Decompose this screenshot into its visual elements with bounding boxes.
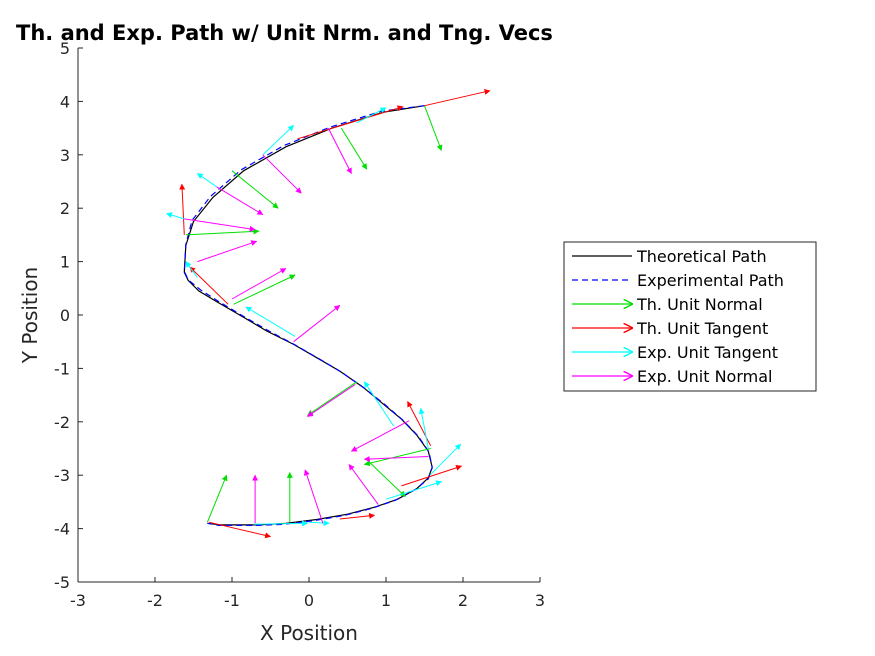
x-tick-label: -1 <box>224 591 240 610</box>
vector-th-unit-tangent <box>189 266 229 305</box>
y-tick-label: -3 <box>54 466 70 485</box>
vector-exp-unit-tangent <box>356 107 387 124</box>
x-axis-label: X Position <box>260 621 358 645</box>
vector-exp-unit-tangent <box>385 480 442 500</box>
y-tick-label: -4 <box>54 520 70 539</box>
vector-exp-unit-tangent <box>262 124 295 156</box>
x-tick-label: 0 <box>304 591 314 610</box>
vector-th-unit-tangent <box>424 88 491 107</box>
vector-exp-unit-normal <box>363 455 429 462</box>
y-tick-label: 2 <box>60 199 70 218</box>
vector-exp-unit-tangent <box>363 381 395 427</box>
vector-exp-unit-tangent <box>418 407 429 449</box>
vector-exp-unit-tangent <box>185 261 198 278</box>
vector-exp-unit-normal <box>303 469 324 524</box>
vector-th-unit-normal <box>233 274 296 305</box>
legend-label-th-unit-tangent: Th. Unit Tangent <box>636 319 768 338</box>
y-tick-label: 4 <box>60 92 70 111</box>
axis-ticks: -3 -2 -1 0 1 2 3 -5 -4 -3 -2 -1 0 1 2 3 4 5 <box>54 39 545 610</box>
x-tick-label: -3 <box>70 591 86 610</box>
vector-exp-unit-normal <box>262 154 302 194</box>
plot-area <box>166 88 491 539</box>
vector-exp-unit-tangent <box>308 520 330 526</box>
series-line-experimental-path <box>183 105 433 527</box>
legend: Theoretical Path Experimental Path Th. U… <box>563 241 817 392</box>
vector-exp-unit-tangent <box>196 173 217 188</box>
vector-th-unit-tangent <box>401 464 463 487</box>
y-tick-label: -1 <box>54 359 70 378</box>
legend-label-experimental-path: Experimental Path <box>637 271 784 290</box>
vector-exp-unit-tangent <box>245 306 296 337</box>
legend-label-theoretical-path: Theoretical Path <box>636 247 767 266</box>
series-line-theoretical-path <box>183 105 433 526</box>
vector-exp-unit-normal <box>307 383 356 417</box>
legend-label-exp-unit-tangent: Exp. Unit Tangent <box>637 343 778 362</box>
y-tick-label: 5 <box>60 39 70 58</box>
vector-th-unit-normal <box>307 381 357 416</box>
vector-th-unit-tangent <box>179 183 186 235</box>
legend-box <box>563 241 817 392</box>
vector-th-unit-normal <box>185 228 260 236</box>
y-tick-label: 0 <box>60 306 70 325</box>
vector-exp-unit-tangent <box>166 212 185 220</box>
x-tick-label: 1 <box>381 591 391 610</box>
x-tick-label: 3 <box>535 591 545 610</box>
vector-exp-unit-normal <box>184 218 256 232</box>
vector-exp-unit-normal <box>216 186 264 216</box>
x-tick-label: -2 <box>147 591 163 610</box>
vector-exp-unit-normal <box>350 420 410 452</box>
vector-exp-unit-normal <box>327 127 352 175</box>
vector-th-unit-normal <box>206 474 228 523</box>
y-tick-label: 3 <box>60 146 70 165</box>
vector-th-unit-normal <box>363 448 431 467</box>
chart-title: Th. and Exp. Path w/ Unit Nrm. and Tng. … <box>16 21 553 45</box>
vector-th-unit-normal <box>340 127 368 170</box>
y-tick-label: -2 <box>54 413 70 432</box>
y-axis-label: Y Position <box>18 267 42 364</box>
vector-th-unit-tangent <box>339 512 376 520</box>
vector-th-unit-normal <box>368 461 406 498</box>
vector-th-unit-tangent <box>297 105 404 140</box>
vector-exp-unit-normal <box>348 464 379 505</box>
vector-th-unit-normal <box>231 170 279 209</box>
legend-label-th-unit-normal: Th. Unit Normal <box>636 295 763 314</box>
vector-exp-unit-normal <box>197 240 258 263</box>
vector-th-unit-normal <box>424 105 443 152</box>
vector-exp-unit-normal <box>293 305 341 343</box>
legend-label-exp-unit-normal: Exp. Unit Normal <box>637 367 772 386</box>
y-tick-label: 1 <box>60 253 70 272</box>
vector-exp-unit-normal <box>231 268 287 300</box>
vector-th-unit-tangent <box>208 521 272 539</box>
x-tick-label: 2 <box>458 591 468 610</box>
y-tick-label: -5 <box>54 573 70 592</box>
vector-exp-unit-tangent <box>429 443 462 476</box>
vector-exp-unit-tangent <box>253 520 309 527</box>
